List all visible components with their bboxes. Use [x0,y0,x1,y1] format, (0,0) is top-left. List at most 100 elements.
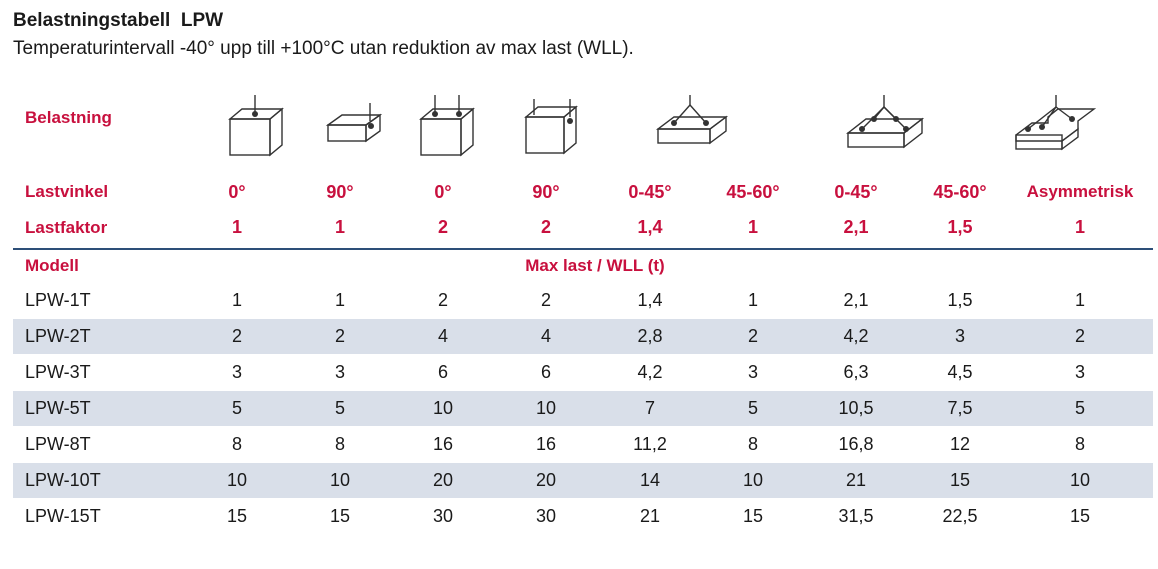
label-lastfaktor: Lastfaktor [25,218,108,237]
model-name: LPW-2T [25,326,91,346]
wll-value: 15 [329,506,351,526]
model-name: LPW-5T [25,398,91,418]
wll-value: 3 [334,362,345,382]
wll-value: 10 [432,398,454,418]
wll-value: 21 [845,470,867,490]
wll-value: 10 [329,470,351,490]
lastfaktor-value: 1 [1074,217,1085,237]
lastvinkel-value: 45-60° [933,182,987,202]
lastvinkel-value: 0-45° [628,182,672,202]
wll-value: 6 [540,362,551,382]
wll-value: 4,2 [637,362,663,382]
wll-value: 15 [226,506,248,526]
wll-value: 12 [949,434,971,454]
wll-value: 4,2 [843,326,869,346]
lastfaktor-value: 1 [334,217,345,237]
wll-value: 15 [949,470,971,490]
wll-value: 5 [231,398,242,418]
page-subtitle: Temperaturintervall -40° upp till +100°C… [13,38,634,59]
lastvinkel-value: 90° [326,182,354,202]
wll-value: 8 [747,434,758,454]
lastvinkel-value: 0° [434,182,452,202]
model-name: LPW-1T [25,290,91,310]
lastfaktor-value: 1 [747,217,758,237]
wll-value: 2 [1074,326,1085,346]
model-name: LPW-10T [25,470,101,490]
lastfaktor-value: 1 [231,217,242,237]
wll-value: 4 [540,326,551,346]
lastvinkel-value: 0-45° [834,182,878,202]
cube-two-point-icon [419,95,475,157]
wll-value: 1,4 [637,290,663,310]
wll-value: 10,5 [838,398,874,418]
wll-value: 10 [1069,470,1091,490]
model-name: LPW-15T [25,506,101,526]
wll-value: 7 [644,398,655,418]
wll-value: 10 [226,470,248,490]
wll-value: 4 [437,326,448,346]
label-modell: Modell [25,256,79,275]
wll-value: 16,8 [838,434,874,454]
label-belastning: Belastning [25,108,112,127]
wll-value: 3 [1074,362,1085,382]
wll-value: 4,5 [947,362,973,382]
cube-90-two-point-icon [524,99,578,155]
wll-value: 20 [535,470,557,490]
lastvinkel-value: 45-60° [726,182,780,202]
wll-value: 5 [1074,398,1085,418]
wll-value: 8 [1074,434,1085,454]
wll-value: 3 [954,326,965,346]
lastfaktor-value: 2 [437,217,448,237]
wll-value: 2 [747,326,758,346]
table-row [13,391,1153,426]
wll-value: 1 [231,290,242,310]
lastfaktor-value: 1,5 [947,217,973,237]
wll-value: 8 [334,434,345,454]
wll-value: 22,5 [942,506,978,526]
lastvinkel-value: 0° [228,182,246,202]
wll-value: 30 [535,506,557,526]
table-row [13,463,1153,498]
wll-value: 20 [432,470,454,490]
wll-value: 5 [334,398,345,418]
wll-value: 10 [742,470,764,490]
lastfaktor-value: 2 [540,217,551,237]
wll-value: 7,5 [947,398,973,418]
label-max-last: Max last / WLL (t) [525,256,665,275]
wll-value: 6 [437,362,448,382]
wll-value: 2 [231,326,242,346]
wll-value: 2 [437,290,448,310]
wll-value: 15 [742,506,764,526]
wll-value: 2,1 [843,290,869,310]
wll-value: 2 [334,326,345,346]
table-row [13,319,1153,354]
slab-asymmetric-icon [1015,95,1096,151]
wll-value: 8 [231,434,242,454]
header-separator [13,248,1153,250]
wll-value: 16 [535,434,557,454]
wll-value: 1 [334,290,345,310]
wll-value: 3 [231,362,242,382]
wll-value: 6,3 [843,362,869,382]
cube-vertical-icon [228,95,284,157]
wll-value: 30 [432,506,454,526]
model-name: LPW-8T [25,434,91,454]
wll-value: 1 [747,290,758,310]
slab-three-point-icon [655,95,729,145]
wll-value: 1 [1074,290,1085,310]
slab-horizontal-icon [325,103,383,143]
wll-value: 14 [639,470,661,490]
lastfaktor-value: 1,4 [637,217,663,237]
wll-value: 1,5 [947,290,973,310]
wll-value: 3 [747,362,758,382]
wll-value: 31,5 [838,506,874,526]
wll-value: 11,2 [633,434,667,454]
slab-four-point-icon [845,95,924,149]
wll-value: 10 [535,398,557,418]
lastvinkel-value: 90° [532,182,560,202]
page-title: Belastningstabell LPW [13,10,224,31]
wll-value: 16 [432,434,454,454]
label-lastvinkel: Lastvinkel [25,182,109,201]
wll-value: 2 [540,290,551,310]
wll-value: 21 [639,506,661,526]
